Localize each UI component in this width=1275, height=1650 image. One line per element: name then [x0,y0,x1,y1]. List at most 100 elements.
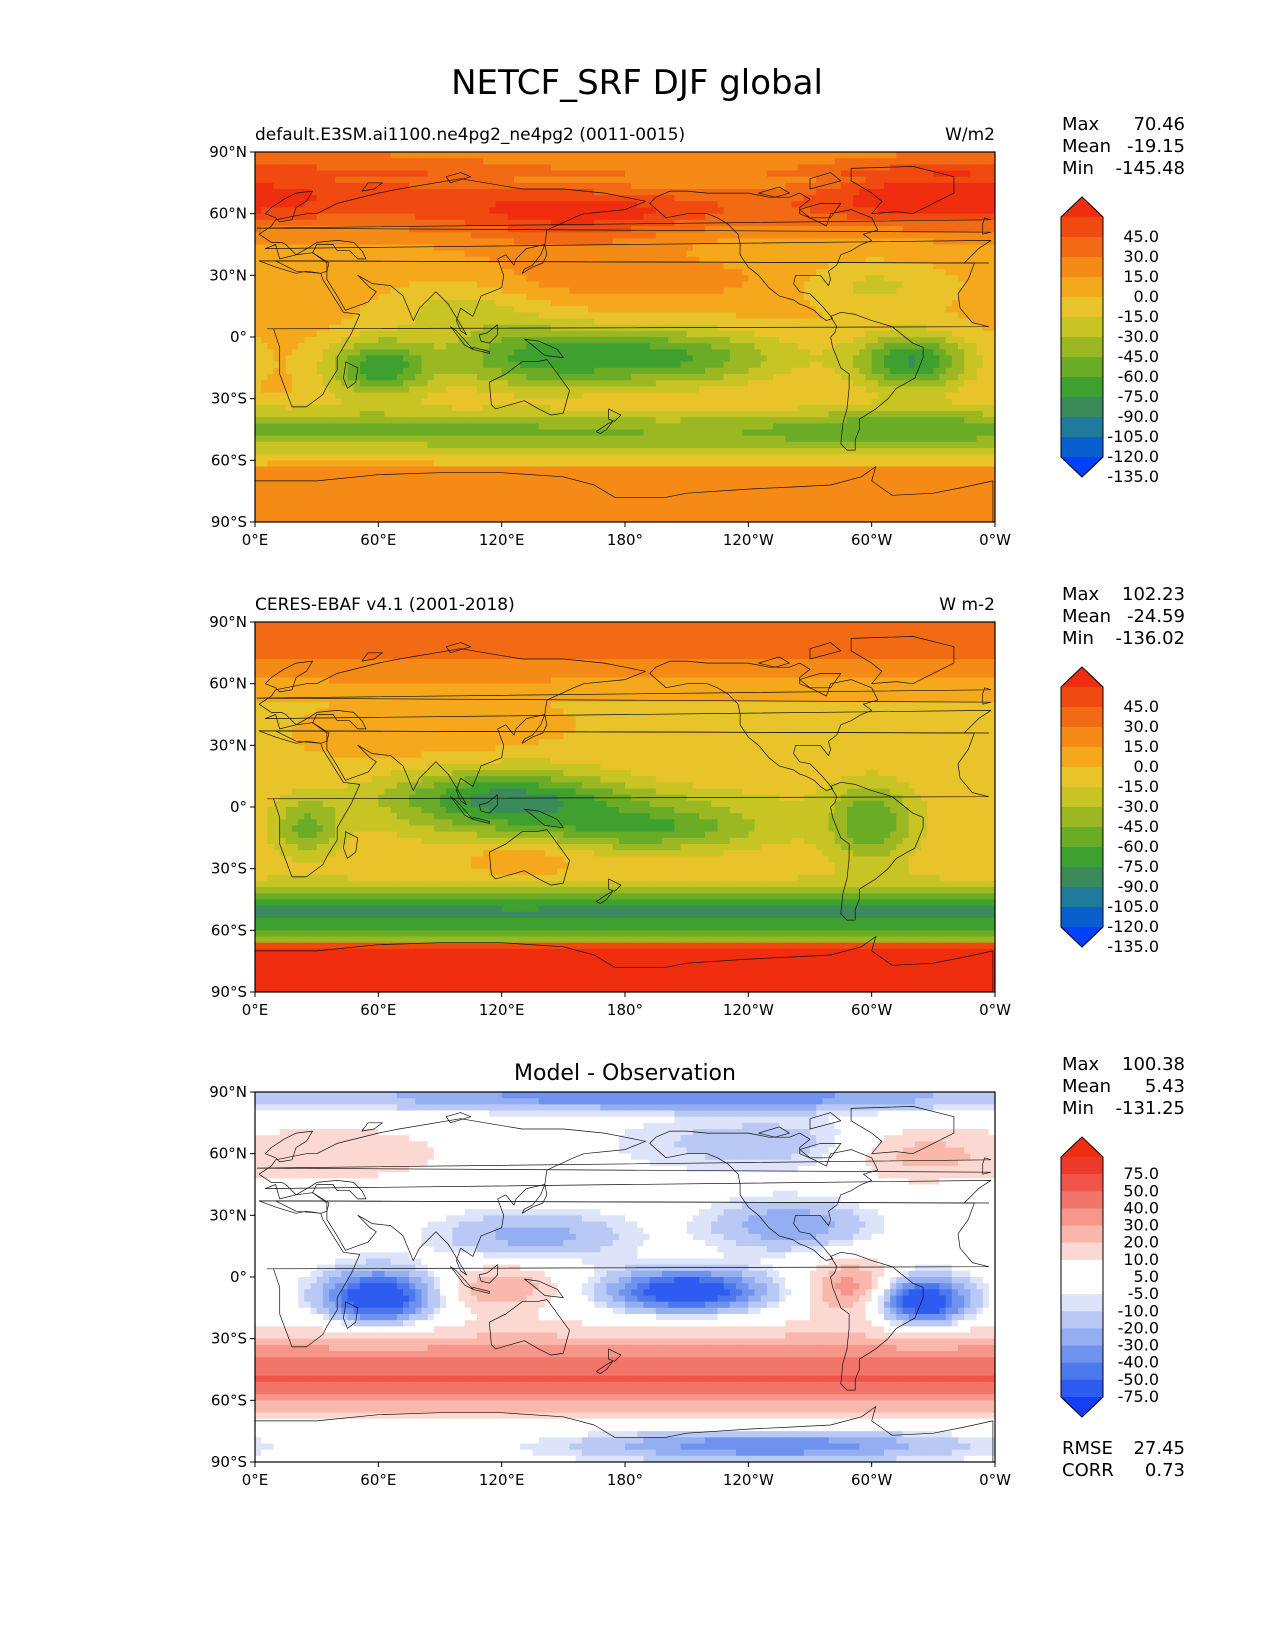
field-cell [988,213,995,221]
field-cell [853,189,860,196]
field-cell [674,287,682,295]
field-cell [964,176,971,184]
field-cell [853,398,860,406]
field-cell [551,164,558,172]
field-cell [982,361,990,369]
field-cell [643,250,651,258]
field-cell [828,361,836,369]
field-cell [921,207,928,215]
field-cell [822,158,830,165]
field-cell [458,404,466,412]
field-cell [255,176,262,184]
field-cell [705,182,712,190]
field-cell [680,275,688,283]
field-cell [779,170,786,178]
field-cell [279,392,287,400]
field-cell [390,170,398,178]
field-cell [655,386,663,394]
field-cell [816,386,823,394]
field-cell [810,158,817,165]
field-cell [631,201,638,209]
field-cell [495,158,503,165]
field-cell [896,269,904,276]
field-cell [532,244,540,252]
field-cell [292,152,299,159]
field-cell [655,380,663,387]
field-cell [717,152,725,159]
field-cell [316,256,324,264]
field-cell [618,404,626,412]
field-cell [668,312,675,320]
field-cell [939,207,947,215]
field-cell [853,170,860,178]
field-cell [569,263,577,270]
field-cell [507,170,515,178]
field-cell [489,392,497,400]
field-cell [742,182,749,190]
field-cell [390,226,398,233]
field-cell [285,306,293,313]
field-cell [643,176,651,184]
field-cell [409,349,416,357]
field-cell [335,281,342,289]
field-cell [871,182,879,190]
field-cell [427,219,435,227]
field-cell [452,367,460,375]
field-cell [403,398,410,406]
field-cell [464,380,472,387]
field-cell [255,207,262,215]
field-cell [958,367,965,375]
field-cell [951,207,959,215]
field-cell [674,189,682,196]
field-cell [649,158,657,165]
field-cell [594,300,601,307]
field-cell [477,386,484,394]
field-cell [551,201,558,209]
field-cell [662,275,669,283]
field-cell [847,275,854,283]
field-cell [810,312,817,320]
field-cell [353,386,361,394]
field-cell [834,293,842,301]
field-cell [520,404,527,412]
field-cell [557,269,564,276]
field-cell [353,263,361,270]
field-cell [723,318,731,326]
field-cell [594,182,601,190]
field-cell [273,306,281,313]
field-cell [612,361,620,369]
field-cell [631,374,638,381]
field-cell [933,263,941,270]
field-cell [939,275,947,283]
field-cell [760,195,768,202]
field-cell [569,343,577,350]
field-cell [933,293,941,301]
field-cell [440,287,447,295]
field-cell [754,330,762,338]
field-cell [766,361,774,369]
field-cell [631,250,638,258]
field-cell [797,244,805,252]
field-cell [988,269,995,276]
field-cell [477,250,484,258]
field-cell [674,312,682,320]
field-cell [594,263,601,270]
field-cell [890,337,897,344]
field-cell [884,355,891,363]
field-cell [322,152,330,159]
field-cell [964,164,971,172]
field-cell [612,158,620,165]
field-cell [446,275,453,283]
field-cell [785,176,793,184]
field-cell [631,300,638,307]
field-cell [261,164,268,172]
field-cell [785,312,793,320]
field-cell [840,244,848,252]
field-cell [779,306,786,313]
field-cell [686,182,694,190]
field-cell [908,275,916,283]
field-cell [273,213,281,221]
field-cell [298,287,305,295]
field-cell [563,226,571,233]
field-cell [988,152,995,159]
